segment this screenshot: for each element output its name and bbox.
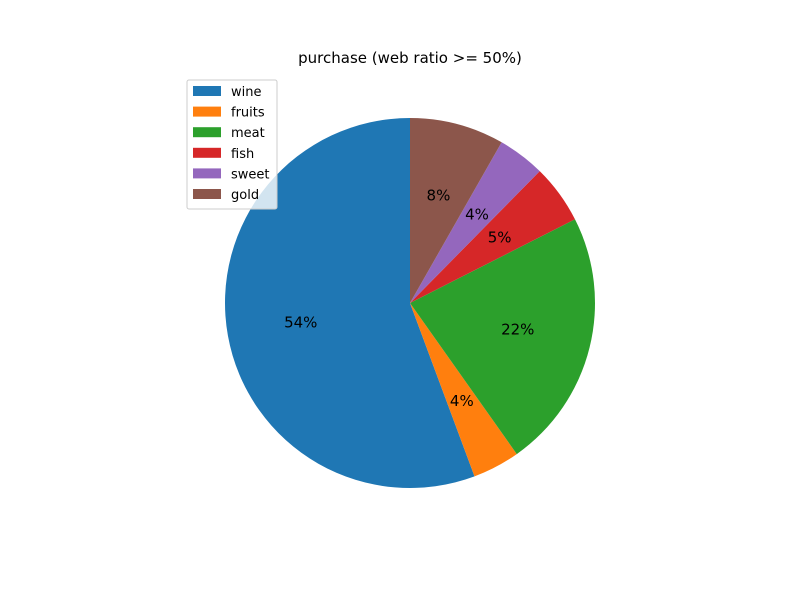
legend-label-fruits: fruits xyxy=(231,106,265,121)
pie-label-gold: 8% xyxy=(427,187,451,205)
pie-percent-labels: 54% 4% 22% 5% 4% 8% xyxy=(284,187,534,410)
legend-items: wine fruits meat fish sweet gold xyxy=(193,85,270,203)
pie-label-sweet: 4% xyxy=(465,205,489,223)
pie-slice-fish xyxy=(410,171,575,303)
pie-label-meat: 22% xyxy=(501,321,534,339)
pie-label-fruits: 4% xyxy=(450,392,474,410)
legend: wine fruits meat fish sweet gold xyxy=(186,79,278,210)
pie-slice-meat xyxy=(410,219,595,455)
legend-label-meat: meat xyxy=(231,126,265,141)
pie-slice-gold xyxy=(410,118,502,303)
legend-label-wine: wine xyxy=(231,85,261,100)
legend-swatch-wine xyxy=(193,86,221,96)
legend-swatch-gold xyxy=(193,189,221,199)
legend-label-sweet: sweet xyxy=(231,167,270,182)
pie-label-fish: 5% xyxy=(488,228,512,246)
pie-slice-wine xyxy=(225,118,475,488)
legend-swatch-fish xyxy=(193,147,221,158)
chart-title: purchase (web ratio >= 50%) xyxy=(298,49,522,67)
pie-label-wine: 54% xyxy=(284,314,317,332)
legend-label-gold: gold xyxy=(231,188,259,203)
pie-slice-fruits xyxy=(410,303,517,477)
pie-slices xyxy=(225,118,595,488)
legend-swatch-meat xyxy=(193,127,221,138)
pie-slice-sweet xyxy=(410,142,540,303)
legend-label-fish: fish xyxy=(231,147,254,162)
legend-swatch-sweet xyxy=(193,168,221,179)
legend-swatch-fruits xyxy=(193,106,221,117)
